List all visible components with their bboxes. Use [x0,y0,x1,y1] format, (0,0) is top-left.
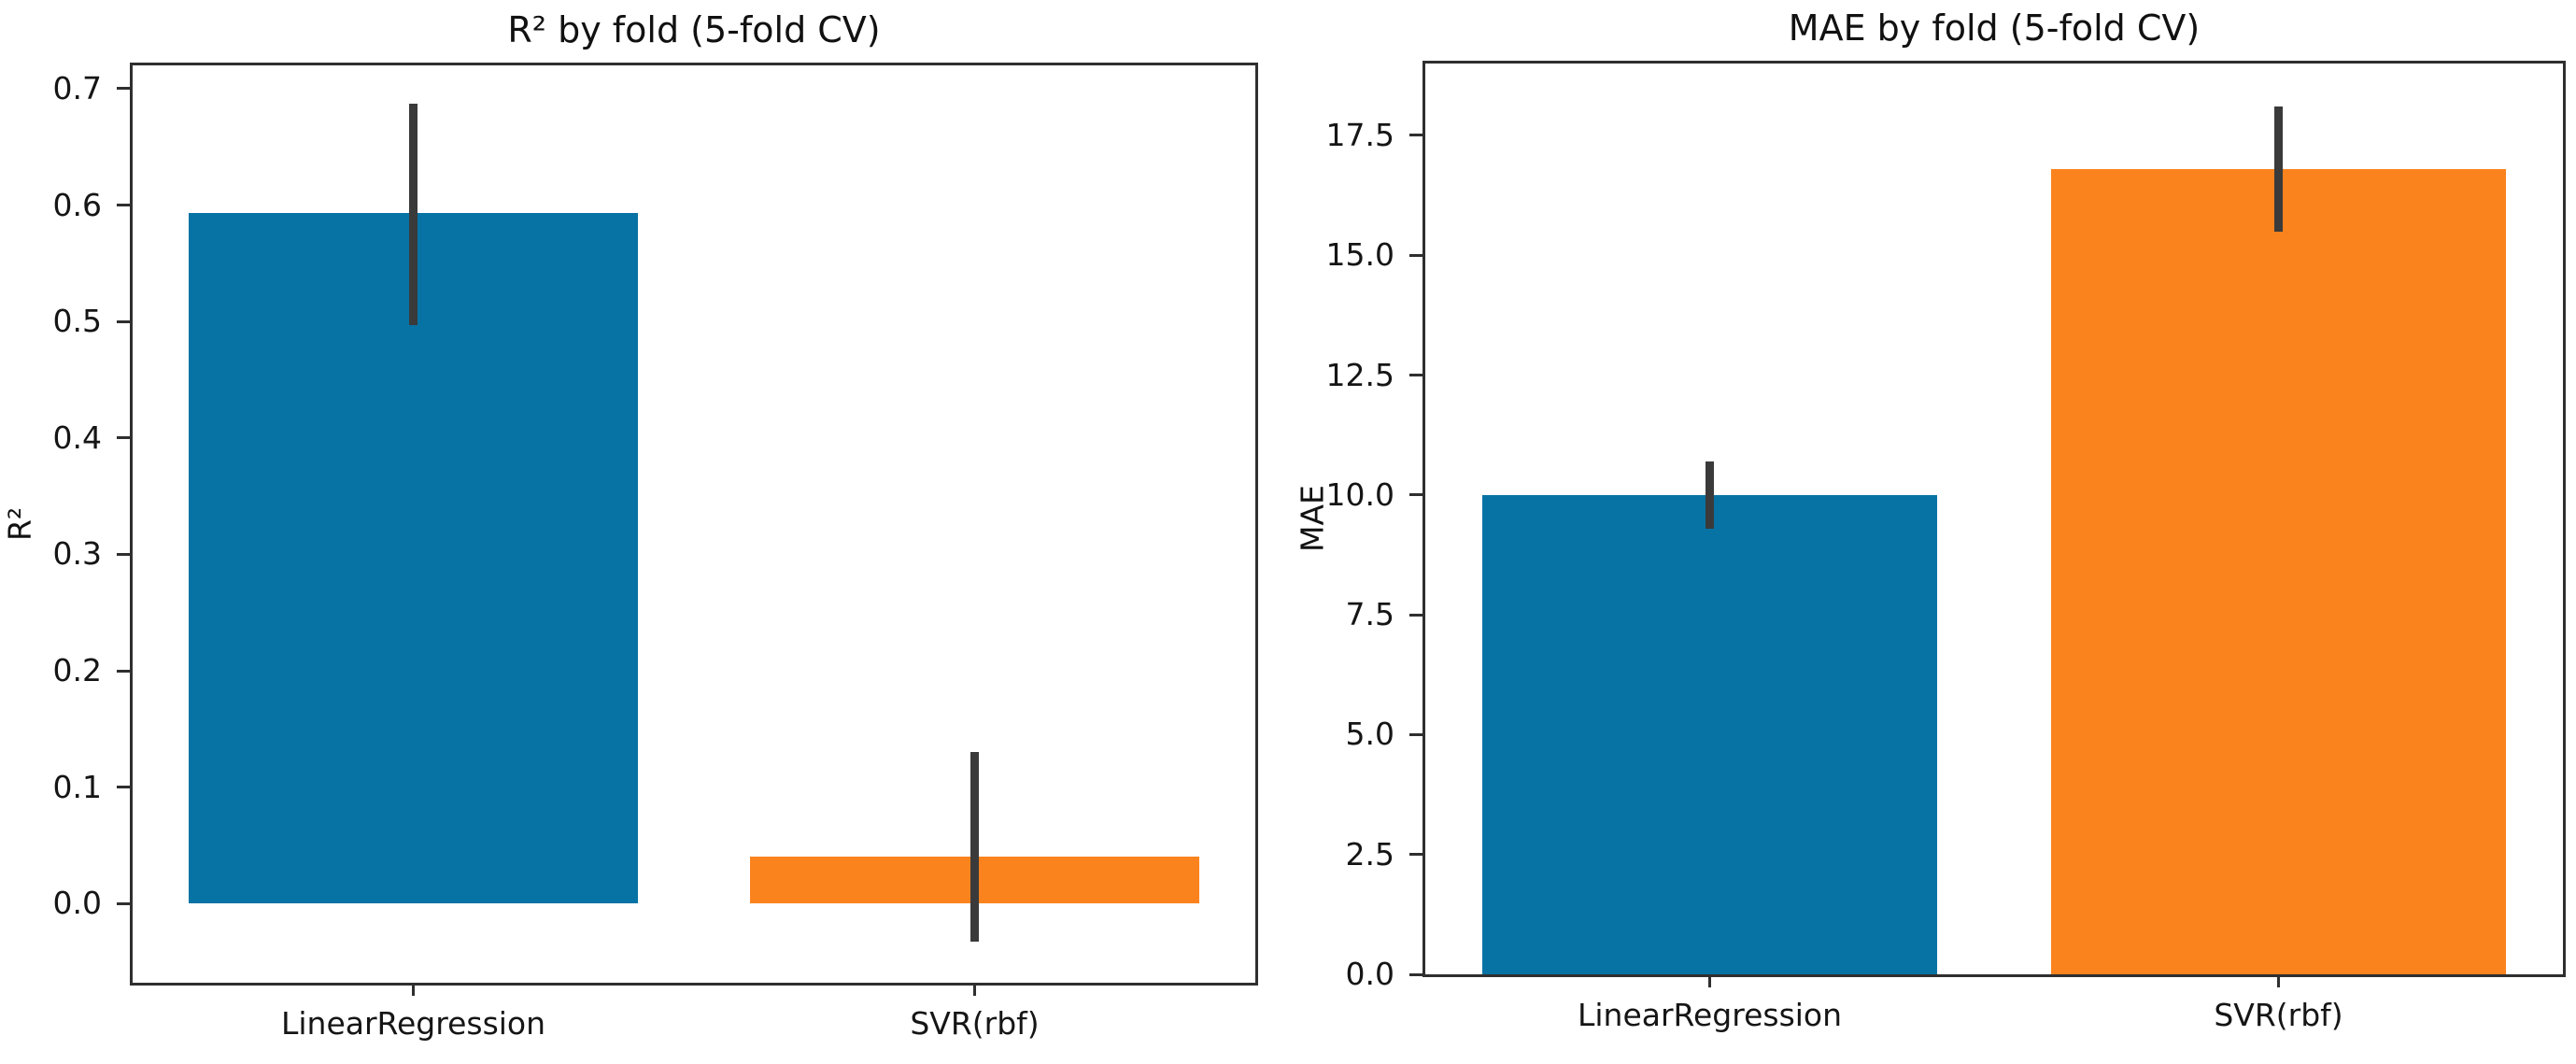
y-tick [1409,493,1422,497]
y-tick-label: 10.0 [1325,475,1394,513]
y-tick [117,552,130,556]
y-tick-label: 5.0 [1345,716,1394,753]
y-tick [1409,253,1422,257]
y-tick-label: 0.2 [52,652,102,689]
y-tick [1409,853,1422,857]
y-tick-label: 0.5 [52,303,102,340]
y-tick-label: 7.5 [1345,596,1394,633]
y-tick [117,87,130,91]
chart-title-r2: R² by fold (5-fold CV) [507,9,881,50]
x-tick-SVR(rbf) [2277,974,2280,987]
x-tick-SVR(rbf) [973,983,976,996]
bar-LinearRegression [1481,494,1938,974]
x-tick-label-LinearRegression: LinearRegression [280,1005,546,1042]
y-tick [117,786,130,789]
y-tick-label: 12.5 [1325,356,1394,393]
x-tick-label-SVR(rbf): SVR(rbf) [910,1005,1040,1042]
mae-axes: MAE by fold (5-fold CV) MAE LinearRegres… [1295,7,2566,1033]
bar-LinearRegression [189,213,638,904]
y-tick [1409,732,1422,736]
bar-SVR(rbf) [2050,168,2507,974]
error-bar-SVR(rbf) [970,752,979,943]
error-bar-SVR(rbf) [2274,106,2283,232]
y-tick [117,901,130,905]
error-bar-LinearRegression [1706,461,1714,529]
x-tick-label-SVR(rbf): SVR(rbf) [2214,997,2343,1033]
r2-axes: R² by fold (5-fold CV) R² LinearRegressi… [2,9,1258,1042]
x-tick-LinearRegression [1708,974,1711,987]
x-tick-LinearRegression [412,983,415,996]
chart-title-mae: MAE by fold (5-fold CV) [1788,7,2201,49]
y-tick [1409,613,1422,617]
x-tick-label-LinearRegression: LinearRegression [1577,997,1843,1033]
y-tick-label: 15.0 [1325,236,1394,274]
y-tick-label: 0.1 [52,768,102,805]
y-tick [117,319,130,323]
y-tick [1409,374,1422,377]
y-tick-label: 0.6 [52,186,102,223]
y-tick [1409,134,1422,137]
y-tick-label: 0.7 [52,69,102,106]
y-tick-label: 2.5 [1345,835,1394,872]
y-tick-label: 0.4 [52,419,102,456]
y-tick [117,436,130,440]
y-tick [1409,972,1422,976]
y-tick-label: 0.0 [1345,956,1394,992]
y-tick-label: 0.0 [52,885,102,922]
y-tick-label: 17.5 [1325,116,1394,153]
y-tick [117,669,130,673]
error-bar-LinearRegression [409,104,418,325]
y-tick-label: 0.3 [52,535,102,573]
y-tick [117,204,130,207]
